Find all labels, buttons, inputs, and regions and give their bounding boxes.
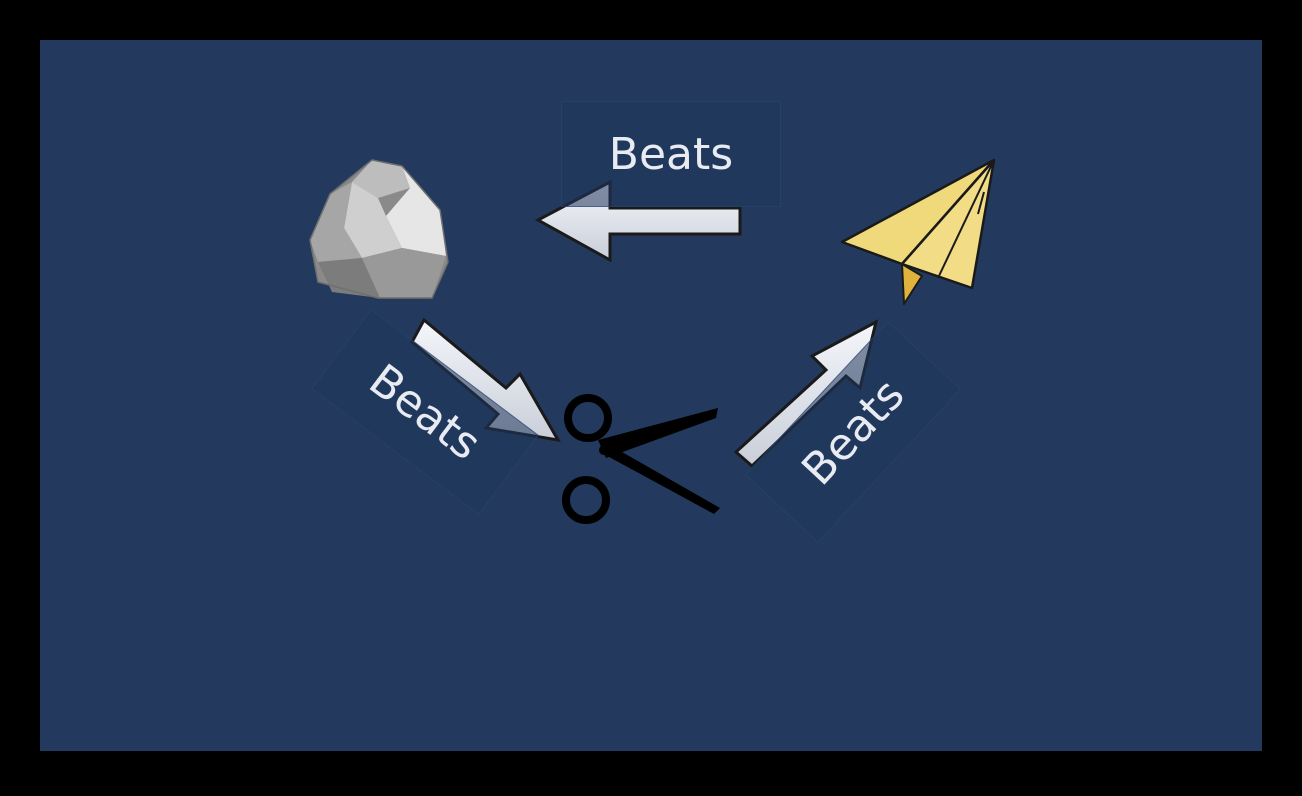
edge-label-paper-rock: Beats	[561, 101, 781, 207]
scissors-icon	[562, 394, 720, 524]
rock-icon	[309, 159, 449, 299]
paper-plane-icon	[840, 158, 996, 305]
